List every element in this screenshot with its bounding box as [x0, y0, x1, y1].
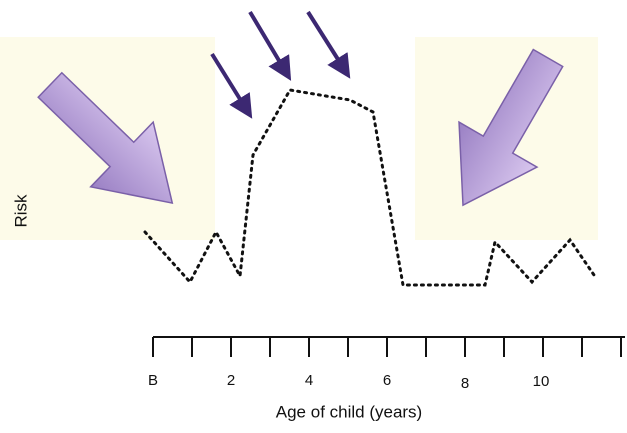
x-axis	[153, 337, 625, 357]
small-arrow	[250, 12, 287, 74]
x-tick-label: 8	[461, 375, 469, 392]
y-axis-label: Risk	[11, 194, 30, 228]
x-tick-label: 4	[305, 372, 313, 389]
x-tick-label: B	[148, 372, 158, 389]
x-axis-label: Age of child (years)	[276, 402, 422, 421]
x-tick-label: 6	[383, 372, 391, 389]
small-arrow	[212, 54, 248, 112]
x-tick-label: 2	[227, 372, 235, 389]
small-arrow	[308, 12, 346, 72]
x-tick-label: 10	[533, 373, 550, 390]
diagram: B 2 4 6 8 10 Age of child (years) Risk	[0, 0, 627, 433]
